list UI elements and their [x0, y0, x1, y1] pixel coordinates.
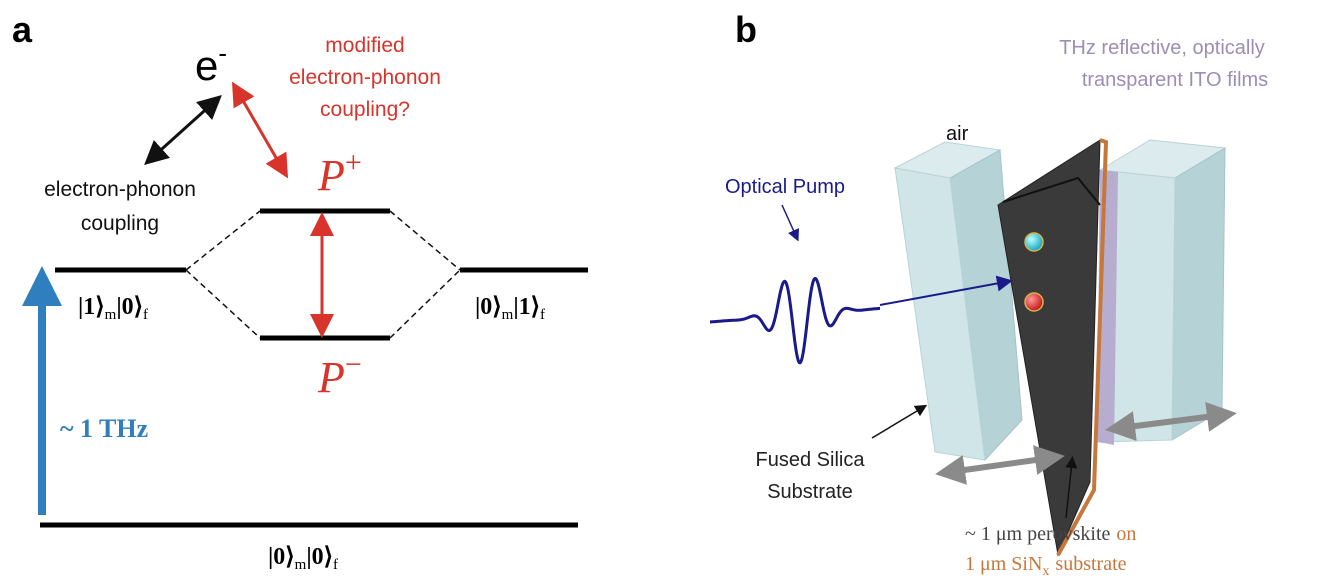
sample-plate [997, 138, 1109, 557]
symbol: P [317, 353, 345, 402]
ket: |1⟩ [513, 294, 540, 320]
sub: f [333, 557, 338, 573]
lower-polariton: P− [317, 348, 362, 402]
text-line: electron-phonon [44, 178, 196, 201]
modified-coupling-arrow [231, 81, 289, 179]
ground-state: |0⟩m|0⟩f [268, 544, 338, 573]
substrate-sample-label: 1 μm SiNx substrate [965, 553, 1127, 579]
move-arrow [935, 445, 1065, 485]
mixing-lines [185, 210, 461, 339]
coupling-arrow [144, 94, 222, 166]
sample-text: 1 μm SiN [965, 553, 1042, 575]
electron-charge: - [218, 38, 227, 68]
energy-levels [40, 208, 588, 528]
sub: f [143, 307, 148, 323]
pump-label: Optical Pump [725, 176, 845, 198]
sample-text: ~ 1 μm perovskite [965, 523, 1111, 545]
move-arrow [1105, 402, 1237, 441]
substrate-label: Fused Silica [756, 449, 866, 471]
electron: e- [195, 38, 227, 89]
sample-suffix: substrate [1055, 553, 1126, 575]
ket: |1⟩ [78, 294, 105, 320]
panel-label: a [12, 9, 33, 50]
state-labels: |1⟩m|0⟩f |0⟩m|1⟩f |0⟩m|0⟩f [78, 294, 545, 573]
air-label: air [946, 123, 969, 145]
text-line: coupling [81, 212, 159, 235]
frequency-label: ~ 1 THz [60, 414, 148, 443]
right-state: |0⟩m|1⟩f [475, 294, 545, 323]
ito-label: transparent ITO films [1082, 69, 1268, 91]
sample-label: ~ 1 μm perovskite on [965, 523, 1136, 545]
coupling-text: electron-phonon coupling [44, 178, 196, 235]
pump-beam [879, 275, 1013, 306]
symbol: P [317, 151, 345, 200]
sub: m [105, 307, 117, 323]
sign: + [345, 146, 362, 179]
sub: m [502, 307, 514, 323]
sample-pointer [1065, 456, 1078, 519]
pump-pointer [781, 204, 799, 242]
ket: |0⟩ [116, 294, 143, 320]
sub: f [540, 307, 545, 323]
charge-ball [1024, 232, 1044, 252]
sub: m [295, 557, 307, 573]
ket: |0⟩ [475, 294, 502, 320]
charge-ball [1024, 292, 1044, 312]
text-line: modified [325, 34, 404, 57]
panel-label: b [735, 9, 757, 50]
electron-symbol: e [195, 42, 218, 89]
left-state: |1⟩m|0⟩f [78, 294, 148, 323]
sample-connector: on [1116, 523, 1136, 545]
ito-pointer [1002, 176, 1101, 206]
substrate-label: Substrate [767, 481, 853, 503]
text-line: electron-phonon [289, 66, 441, 89]
ito-label: THz reflective, optically [1059, 37, 1265, 59]
right-substrate [1097, 139, 1227, 445]
pulse [710, 277, 880, 365]
modified-coupling-text: modified electron-phonon coupling? [289, 34, 441, 121]
upper-polariton: P+ [317, 146, 362, 200]
ket: |0⟩ [306, 544, 333, 570]
text-line: coupling? [320, 98, 410, 121]
sign: − [345, 348, 362, 381]
ket: |0⟩ [268, 544, 295, 570]
substrate-pointer [871, 404, 928, 439]
sample-sub: x [1042, 564, 1049, 579]
